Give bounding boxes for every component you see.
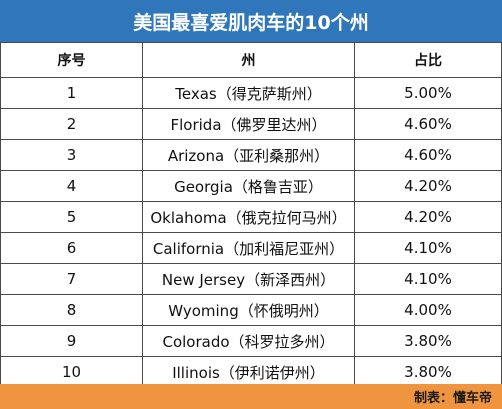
rank-cell: 8 [0, 294, 143, 326]
ranking-table: 序号 州 占比 1 Texas（得克萨斯州） 5.00% 2 Florida（佛… [0, 42, 502, 388]
footer-credit: 制表：懂车帝 [413, 391, 492, 406]
rank-cell: 7 [0, 263, 143, 295]
state-cell: Oklahoma（俄克拉何马州） [142, 201, 355, 233]
share-cell: 4.00% [354, 294, 502, 326]
header-state: 州 [142, 42, 355, 78]
share-cell: 4.20% [354, 201, 502, 233]
header-share: 占比 [354, 42, 502, 78]
rank-cell: 2 [0, 108, 143, 140]
share-cell: 4.20% [354, 170, 502, 202]
table-row: 5 Oklahoma（俄克拉何马州） 4.20% [0, 201, 502, 233]
table-row: 3 Arizona（亚利桑那州） 4.60% [0, 139, 502, 171]
share-cell: 3.80% [354, 356, 502, 388]
share-cell: 4.60% [354, 108, 502, 140]
rank-cell: 6 [0, 232, 143, 264]
rank-cell: 10 [0, 356, 143, 388]
share-cell: 5.00% [354, 77, 502, 109]
share-cell: 3.80% [354, 325, 502, 357]
table-row: 9 Colorado（科罗拉多州） 3.80% [0, 325, 502, 357]
rank-cell: 5 [0, 201, 143, 233]
footer-bar [0, 384, 502, 409]
rank-cell: 4 [0, 170, 143, 202]
table-row: 1 Texas（得克萨斯州） 5.00% [0, 77, 502, 109]
rank-cell: 9 [0, 325, 143, 357]
state-cell: Wyoming（怀俄明州） [142, 294, 355, 326]
share-cell: 4.10% [354, 263, 502, 295]
table-row: 6 California（加利福尼亚州） 4.10% [0, 232, 502, 264]
header-rank: 序号 [0, 42, 143, 78]
rank-cell: 3 [0, 139, 143, 171]
state-cell: Arizona（亚利桑那州） [142, 139, 355, 171]
share-cell: 4.10% [354, 232, 502, 264]
table-row: 4 Georgia（格鲁吉亚） 4.20% [0, 170, 502, 202]
state-cell: Texas（得克萨斯州） [142, 77, 355, 109]
table-row: 10 Illinois（伊利诺伊州） 3.80% [0, 356, 502, 388]
table-row: 2 Florida（佛罗里达州） 4.60% [0, 108, 502, 140]
rank-cell: 1 [0, 77, 143, 109]
state-cell: Illinois（伊利诺伊州） [142, 356, 355, 388]
share-cell: 4.60% [354, 139, 502, 171]
table-title: 美国最喜爱肌肉车的10个州 [0, 0, 502, 42]
state-cell: Colorado（科罗拉多州） [142, 325, 355, 357]
header-row: 序号 州 占比 [0, 42, 502, 78]
table-row: 8 Wyoming（怀俄明州） 4.00% [0, 294, 502, 326]
state-cell: Florida（佛罗里达州） [142, 108, 355, 140]
state-cell: California（加利福尼亚州） [142, 232, 355, 264]
state-cell: Georgia（格鲁吉亚） [142, 170, 355, 202]
state-cell: New Jersey（新泽西州） [142, 263, 355, 295]
table-row: 7 New Jersey（新泽西州） 4.10% [0, 263, 502, 295]
